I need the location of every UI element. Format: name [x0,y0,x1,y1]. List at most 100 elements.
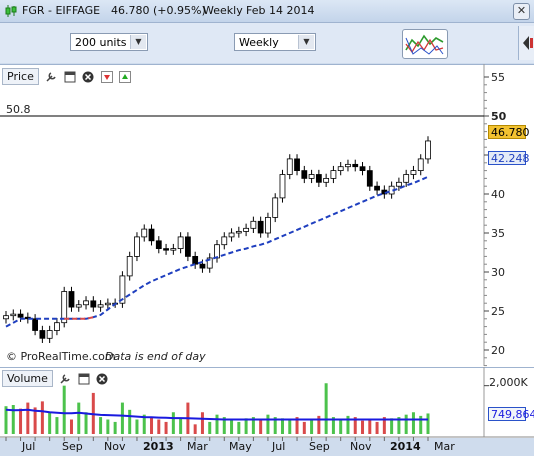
close-button[interactable]: ✕ [513,3,530,20]
volume-bar [69,419,73,434]
volume-bar [404,414,408,434]
volume-bar [244,418,248,434]
candle-body [395,181,402,187]
candle-body [17,313,24,318]
y-tick-label: 20 [491,344,505,357]
wrench-icon[interactable] [45,71,57,83]
volume-bar [193,424,197,434]
x-tick: Sep [62,440,83,453]
y-tick-label: 30 [491,266,505,279]
volume-bar [280,418,284,434]
ticker-name: FGR - EIFFAGE [22,4,101,17]
x-tick: Jul [272,440,286,453]
volume-bar [164,421,168,434]
volume-bar [331,417,335,434]
candle-body [228,232,235,238]
candle-body [177,236,184,249]
volume-bar [40,401,44,434]
candle-body [279,174,286,199]
volume-bar [222,417,226,434]
candle-body [243,227,250,232]
close-icon: ✕ [516,4,527,17]
candle-body [155,240,162,250]
volume-bar [106,419,110,434]
candle-body [374,185,380,191]
volume-bar [397,417,401,434]
y-tick-label: 25 [491,305,505,318]
price-panel: Price 50.8 [0,64,534,367]
volume-bar [390,418,394,434]
candle-body [192,255,199,265]
volume-bar [339,419,343,434]
candle-body [32,318,39,331]
candle-body [265,216,271,234]
volume-panel-header: Volume [2,370,108,387]
candle-body [214,244,220,259]
move-down-icon[interactable] [100,70,113,83]
units-select[interactable]: 200 units ▼ [70,33,148,51]
candle-body [294,158,300,171]
candle-body [221,236,228,246]
volume-bar [26,402,30,434]
window-icon[interactable] [78,373,90,385]
close-circle-icon[interactable] [96,373,108,385]
candle-body [46,330,53,339]
candle-body [337,166,344,171]
ma-value-box: 42.248 [488,151,530,165]
volume-bar [368,419,372,434]
indicators-button[interactable] [402,29,448,59]
volume-bar [273,417,277,434]
x-tick: May [229,440,252,453]
candle-body [163,248,169,251]
candle-body [54,322,60,331]
units-value: 200 units [75,36,127,49]
close-circle-icon[interactable] [82,71,94,83]
indicators-icon [405,34,444,55]
moving-average-below-segment [64,316,94,320]
side-scroll-control[interactable] [518,26,534,60]
window-icon[interactable] [64,71,76,83]
volume-bar [361,420,365,434]
volume-bar [135,419,139,434]
x-tick: Jul [22,440,36,453]
ticker-date: Feb 14 2014 [246,4,315,17]
timeframe-value: Weekly [239,36,279,49]
candle-body [417,158,424,171]
wrench-icon[interactable] [59,373,71,385]
volume-bar [237,421,241,434]
copyright-text: © ProRealTime.com [6,350,116,363]
volume-bar [310,419,314,434]
volume-y-tick: 2,000K [489,376,528,389]
candle-body [184,236,191,257]
chevron-down-icon: ▼ [130,35,146,49]
volume-bar [11,405,15,434]
candle-body [68,291,75,308]
volume-panel-label: Volume [2,370,53,387]
candle-body [410,170,417,175]
x-tick: Nov [350,440,372,453]
volume-bar [295,417,299,434]
candlestick-app-icon [5,5,17,17]
candle-body [83,300,89,306]
volume-bar [4,406,8,434]
last-price-box: 46.780 [488,125,530,139]
volume-bar [128,409,132,434]
volume-bar [215,414,219,434]
volume-bar [19,408,23,434]
volume-average-line [5,408,428,421]
x-tick: Sep [309,440,330,453]
candle-body [359,166,366,171]
volume-bar [113,421,117,434]
toolbar: 200 units ▼ Weekly ▼ [0,23,534,63]
candle-body [323,177,330,183]
chevron-left-icon [523,36,533,50]
move-up-icon[interactable] [119,70,132,83]
last-volume-box: 749,864 [488,407,534,421]
y-tick-label: 40 [491,188,505,201]
timeframe-select[interactable]: Weekly ▼ [234,33,316,51]
volume-bar [382,417,386,434]
volume-bar [426,413,430,434]
candle-body [330,170,337,179]
x-tick: Nov [104,440,126,453]
